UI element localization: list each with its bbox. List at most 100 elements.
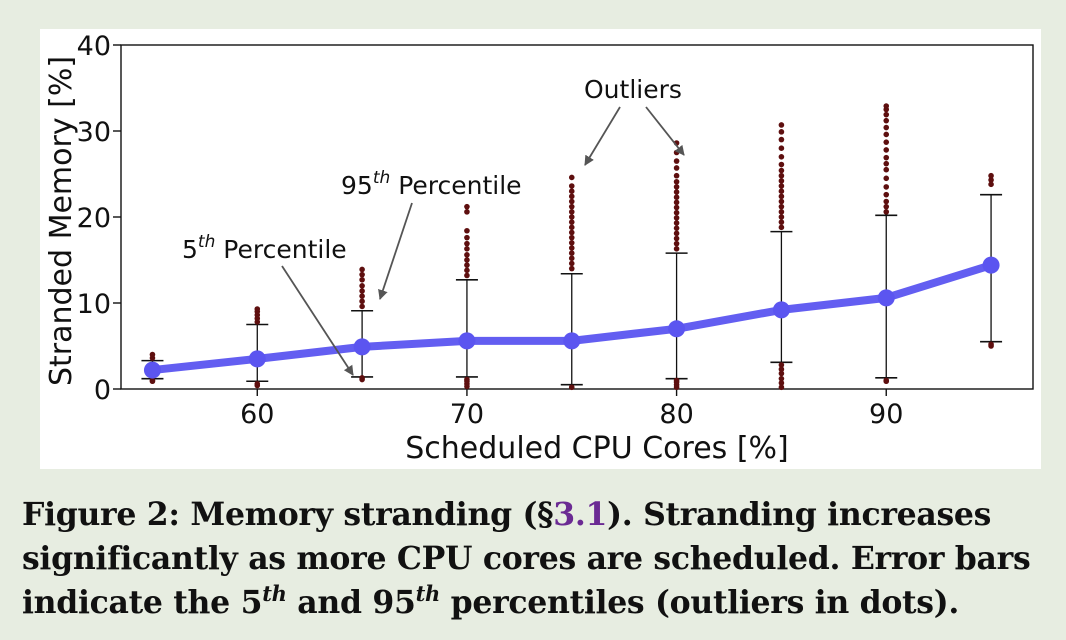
p5-annotation-label: 5th Percentile bbox=[182, 232, 347, 264]
outlier-point bbox=[673, 194, 680, 201]
caption-and: and 95 bbox=[286, 584, 416, 621]
outlier-point bbox=[778, 219, 785, 225]
outlier-point bbox=[778, 370, 785, 377]
annotation-layer: Outliers 95th Percentile 5th Percentile bbox=[182, 75, 685, 376]
outlier-point bbox=[778, 167, 785, 174]
caption-prefix: Figure 2: Memory stranding (§ bbox=[22, 496, 554, 533]
outlier-point bbox=[883, 378, 890, 385]
outlier-point bbox=[778, 380, 785, 386]
axes-layer: 0 10 20 30 40 60 70 80 90 Scheduled CPU Cores [%]… bbox=[44, 31, 1034, 466]
outlier-point bbox=[778, 224, 785, 231]
outlier-point bbox=[359, 375, 365, 381]
outlier-point bbox=[568, 245, 575, 251]
outlier-point bbox=[359, 298, 365, 305]
y-tick-label: 30 bbox=[77, 117, 111, 148]
outlier-point bbox=[883, 154, 890, 161]
outlier-point bbox=[673, 165, 680, 171]
outliers-annotation-label: Outliers bbox=[584, 75, 682, 104]
outlier-point bbox=[568, 229, 575, 236]
caption-section-link[interactable]: 3.1 bbox=[553, 496, 608, 533]
outlier-point bbox=[778, 183, 785, 189]
outlier-point bbox=[464, 267, 470, 274]
series-point bbox=[248, 350, 266, 368]
outlier-point bbox=[778, 136, 785, 143]
outlier-point bbox=[778, 214, 785, 220]
outlier-point bbox=[359, 266, 365, 273]
outlier-point bbox=[673, 235, 680, 242]
outlier-point bbox=[883, 111, 890, 118]
outlier-point bbox=[149, 377, 156, 384]
outlier-point bbox=[778, 362, 785, 368]
y-tick-label: 10 bbox=[77, 289, 111, 320]
outlier-point bbox=[778, 145, 785, 151]
outlier-point bbox=[568, 188, 575, 194]
outlier-point bbox=[883, 203, 890, 210]
series-point bbox=[982, 256, 1000, 274]
outlier-point bbox=[359, 288, 365, 294]
outlier-point bbox=[673, 225, 680, 231]
y-tick-label: 0 bbox=[94, 375, 111, 406]
outlier-point bbox=[883, 124, 890, 131]
outlier-point bbox=[568, 209, 575, 215]
outlier-point bbox=[568, 214, 575, 220]
outlier-point bbox=[568, 174, 575, 181]
outlier-point bbox=[464, 240, 470, 247]
outlier-point bbox=[778, 178, 785, 184]
outlier-point bbox=[778, 122, 785, 128]
outlier-point bbox=[359, 293, 365, 299]
outlier-point bbox=[359, 271, 365, 278]
outlier-point bbox=[673, 215, 680, 221]
outlier-point bbox=[883, 131, 890, 138]
outlier-point bbox=[883, 103, 890, 109]
outlier-point bbox=[883, 175, 890, 182]
series-point bbox=[353, 338, 371, 356]
outlier-point bbox=[568, 250, 575, 256]
outlier-point bbox=[673, 377, 680, 384]
outlier-point bbox=[568, 183, 575, 189]
y-tick-label: 20 bbox=[77, 203, 111, 234]
outlier-point bbox=[883, 191, 890, 198]
outlier-point bbox=[988, 343, 994, 349]
outlier-point bbox=[568, 203, 575, 210]
outlier-point bbox=[778, 198, 785, 205]
p5-arrow bbox=[281, 265, 354, 376]
outlier-point bbox=[673, 209, 680, 216]
caption-sup-5th: th bbox=[262, 581, 287, 606]
outlier-point bbox=[254, 381, 261, 387]
outlier-point bbox=[883, 139, 890, 145]
outlier-point bbox=[568, 265, 575, 272]
outlier-point bbox=[464, 252, 470, 258]
outlier-point bbox=[778, 209, 785, 215]
outlier-point bbox=[464, 227, 470, 234]
x-tick-label: 90 bbox=[869, 399, 903, 430]
outlier-point bbox=[464, 209, 470, 215]
outliers-arrow-left bbox=[584, 106, 621, 166]
x-tick-label: 80 bbox=[659, 399, 693, 430]
outlier-point bbox=[883, 147, 890, 153]
outlier-point bbox=[778, 172, 785, 179]
p95-annotation-label: 95th Percentile bbox=[341, 168, 522, 200]
outlier-point bbox=[673, 158, 680, 164]
caption-sup-95th: th bbox=[415, 581, 441, 606]
series-point bbox=[772, 301, 790, 319]
x-tick-label: 60 bbox=[240, 399, 274, 430]
outlier-point bbox=[673, 246, 680, 252]
outlier-point bbox=[988, 177, 994, 183]
series-point bbox=[563, 332, 581, 350]
outlier-point bbox=[778, 129, 785, 135]
outlier-point bbox=[988, 172, 994, 179]
caption-suffix: percentiles (outliers in dots). bbox=[439, 584, 960, 621]
outlier-point bbox=[568, 260, 575, 267]
caption-body: ). Stranding increases significantly as … bbox=[22, 496, 1031, 621]
figure-caption: Figure 2: Memory stranding (§3.1). Stran… bbox=[22, 493, 1047, 625]
outlier-point bbox=[673, 172, 680, 179]
y-axis-title: Stranded Memory [%] bbox=[44, 56, 79, 386]
outlier-point bbox=[778, 188, 785, 194]
outlier-point bbox=[464, 234, 470, 241]
outlier-point bbox=[778, 193, 785, 200]
outlier-point bbox=[883, 184, 890, 190]
outlier-point bbox=[568, 384, 575, 391]
outlier-point bbox=[149, 351, 156, 358]
x-tick-label: 70 bbox=[450, 399, 484, 430]
series-layer bbox=[141, 103, 1003, 391]
